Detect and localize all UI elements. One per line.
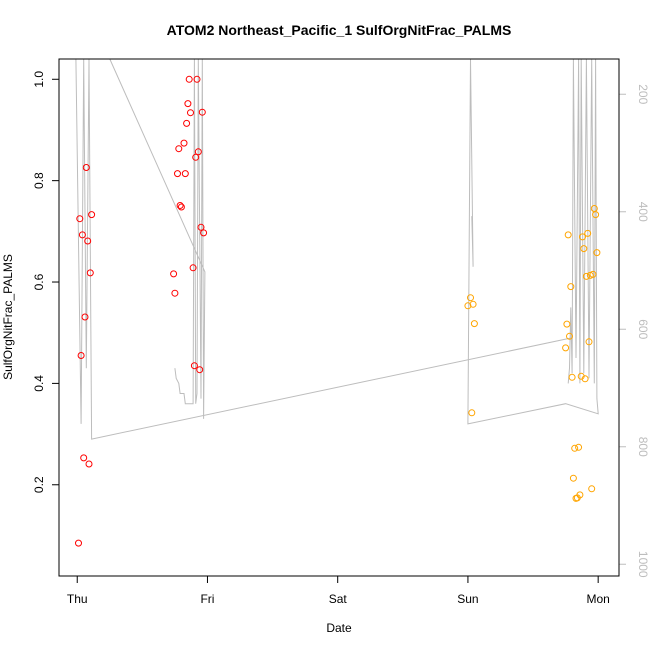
x-axis-label: Date [326, 621, 352, 635]
data-point-s0-3 [78, 231, 86, 239]
data-points-layer [75, 75, 601, 547]
data-point-s0-12 [171, 289, 179, 297]
data-point-s0-14 [175, 145, 183, 153]
plot-frame [58, 58, 620, 577]
data-point-s0-4 [80, 454, 88, 462]
x-tick-label: Mon [586, 592, 609, 606]
data-point-s1-8 [566, 332, 573, 340]
altitude-trace-segment-0 [75, 58, 573, 440]
data-point-s1-19 [580, 245, 588, 253]
data-point-s0-21 [185, 75, 193, 83]
data-point-s1-15 [575, 443, 583, 451]
data-point-s1-25 [588, 485, 596, 493]
y-axis-label: SulfOrgNitFrac_PALMS [1, 254, 15, 380]
y2-tick-label: 1000 [636, 551, 650, 578]
data-point-s0-20 [184, 100, 192, 108]
data-point-s0-10 [88, 211, 96, 219]
data-point-s1-20 [581, 375, 589, 383]
altitude-trace-segment-2 [467, 58, 599, 425]
data-point-s0-11 [170, 270, 178, 278]
y-tick-label: 0.6 [32, 273, 46, 290]
data-point-s0-18 [181, 170, 189, 178]
altitude-trace-layer [75, 58, 599, 440]
data-point-s1-26 [589, 270, 597, 278]
data-point-s0-28 [196, 366, 204, 374]
data-point-s1-9 [567, 283, 575, 291]
data-point-s0-27 [194, 148, 202, 156]
axes-layer: Thu Fri Sat Sun Mon 0.2 0.4 0.6 0.8 1.0 200 400 600 8… [32, 71, 650, 606]
data-point-s0-16 [177, 203, 185, 211]
chart-title: ATOM2 Northeast_Pacific_1 SulfOrgNitFrac… [167, 22, 512, 38]
data-point-s1-2 [468, 409, 476, 417]
data-point-s1-16 [576, 491, 584, 499]
data-point-s0-8 [85, 460, 93, 468]
data-point-s1-28 [592, 211, 600, 219]
data-point-s1-7 [564, 231, 572, 239]
data-point-s1-6 [563, 320, 571, 328]
y-tick-label: 0.8 [32, 172, 46, 189]
data-point-s0-5 [81, 313, 89, 321]
data-point-s0-0 [75, 539, 82, 547]
data-point-s1-18 [579, 233, 586, 241]
y-tick-label: 1.0 [32, 71, 46, 88]
data-point-s0-19 [183, 119, 191, 127]
x-tick-label: Fri [200, 592, 214, 606]
data-point-s0-31 [200, 229, 208, 237]
y2-tick-label: 800 [636, 437, 650, 457]
data-point-s0-13 [174, 170, 181, 178]
data-point-s0-7 [84, 237, 92, 245]
y2-tick-label: 200 [636, 84, 650, 104]
altitude-trace-segment-1 [109, 58, 206, 419]
data-point-s0-2 [77, 352, 85, 359]
data-point-s1-3 [469, 300, 477, 308]
y-tick-label: 0.4 [32, 375, 46, 392]
x-tick-label: Sun [457, 592, 478, 606]
data-point-s0-15 [176, 202, 184, 209]
data-point-s1-11 [569, 474, 577, 482]
data-point-s0-24 [190, 362, 198, 370]
data-point-s0-23 [189, 264, 197, 272]
x-tick-label: Thu [67, 592, 88, 606]
y-tick-label: 0.2 [32, 476, 46, 493]
y2-tick-label: 400 [636, 202, 650, 222]
data-point-s0-22 [187, 109, 194, 117]
data-point-s0-25 [192, 153, 200, 161]
data-point-s1-21 [582, 272, 590, 280]
data-point-s1-1 [467, 294, 474, 302]
data-point-s0-29 [197, 223, 205, 231]
data-point-s1-10 [568, 373, 576, 381]
data-point-s0-17 [180, 139, 188, 147]
data-point-s1-12 [571, 444, 579, 452]
x-tick-label: Sat [329, 592, 348, 606]
data-point-s1-23 [585, 338, 593, 346]
data-point-s1-4 [470, 320, 478, 328]
data-point-s0-6 [82, 164, 90, 171]
data-point-s1-29 [593, 249, 601, 257]
data-point-s1-5 [562, 344, 570, 352]
data-point-s0-26 [193, 75, 201, 83]
data-point-s0-30 [198, 108, 206, 116]
y2-tick-label: 600 [636, 319, 650, 339]
data-point-s1-22 [584, 229, 592, 237]
data-point-s0-1 [76, 215, 84, 223]
data-point-s0-9 [86, 269, 94, 277]
